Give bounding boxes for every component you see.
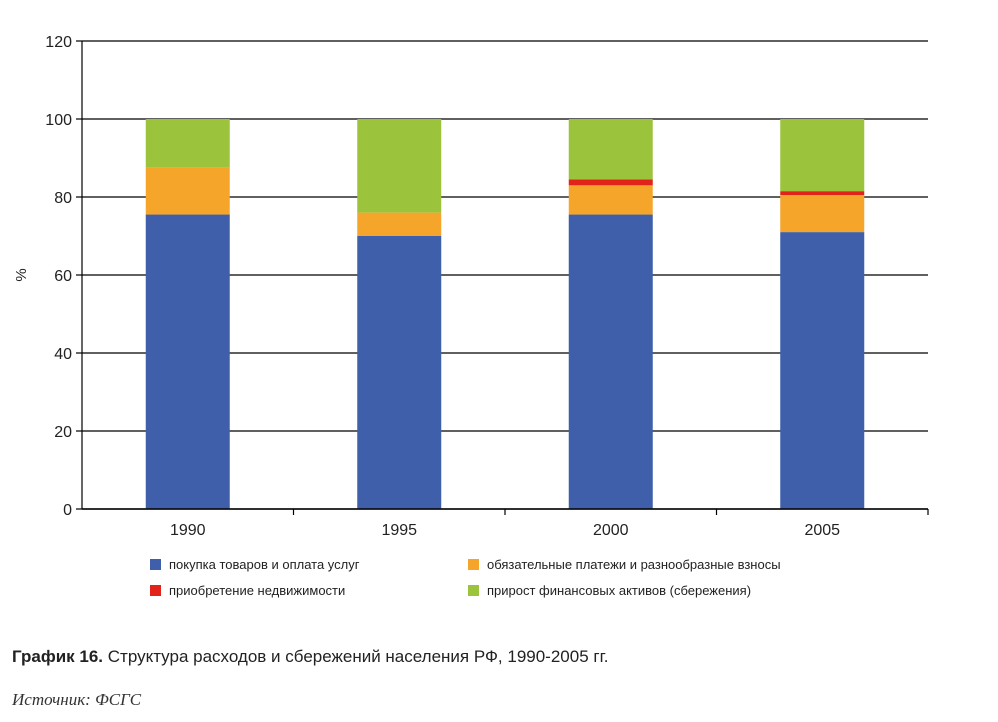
figure-caption: График 16. Структура расходов и сбережен…: [12, 646, 632, 667]
bar-segment: [145, 167, 230, 215]
bar-segment: [568, 214, 653, 510]
bars: [145, 119, 865, 510]
legend-swatch: [468, 559, 479, 570]
bar-segment: [780, 191, 865, 196]
y-tick-label: 40: [54, 346, 72, 363]
bar-segment: [145, 119, 230, 168]
y-tick-label: 0: [63, 502, 72, 519]
y-tick-label: 100: [45, 112, 72, 129]
caption-label: График 16.: [12, 647, 104, 666]
y-tick-label: 20: [54, 424, 72, 441]
y-tick-label: 120: [45, 34, 72, 51]
legend-label: покупка товаров и оплата услуг: [169, 557, 360, 572]
x-tick-label: 2005: [804, 522, 840, 539]
legend-label: приобретение недвижимости: [169, 583, 345, 598]
y-tick-label: 60: [54, 268, 72, 285]
legend: покупка товаров и оплата услуг обязательн…: [150, 557, 781, 598]
bar-segment: [357, 212, 442, 236]
x-tick-label: 1990: [170, 522, 206, 539]
legend-swatch: [150, 559, 161, 570]
bar-segment: [780, 195, 865, 233]
y-axis-label: %: [13, 268, 30, 281]
bar-segment: [357, 119, 442, 213]
bar-segment: [568, 119, 653, 180]
bar-segment: [357, 236, 442, 509]
axes: 0 20 40 60 80 100 120 1990 1995 2000 2005: [45, 34, 929, 539]
source-note: Источник: ФСГС: [12, 690, 142, 709]
legend-swatch: [150, 585, 161, 596]
legend-swatch: [468, 585, 479, 596]
bar-segment: [780, 232, 865, 509]
bar-segment: [780, 119, 865, 192]
x-tick-label: 2000: [593, 522, 629, 539]
caption-text: Структура расходов и сбережений населени…: [103, 647, 609, 666]
bar-segment: [568, 179, 653, 186]
legend-label: прирост финансовых активов (сбережения): [487, 583, 751, 598]
y-tick-label: 80: [54, 190, 72, 207]
bar-segment: [568, 185, 653, 215]
x-tick-label: 1995: [381, 522, 417, 539]
stacked-bar-chart: 0 20 40 60 80 100 120 1990 1995 2000 2005 % покупк…: [13, 34, 929, 598]
legend-label: обязательные платежи и разнообразные взн…: [487, 557, 781, 572]
bar-segment: [145, 214, 230, 510]
